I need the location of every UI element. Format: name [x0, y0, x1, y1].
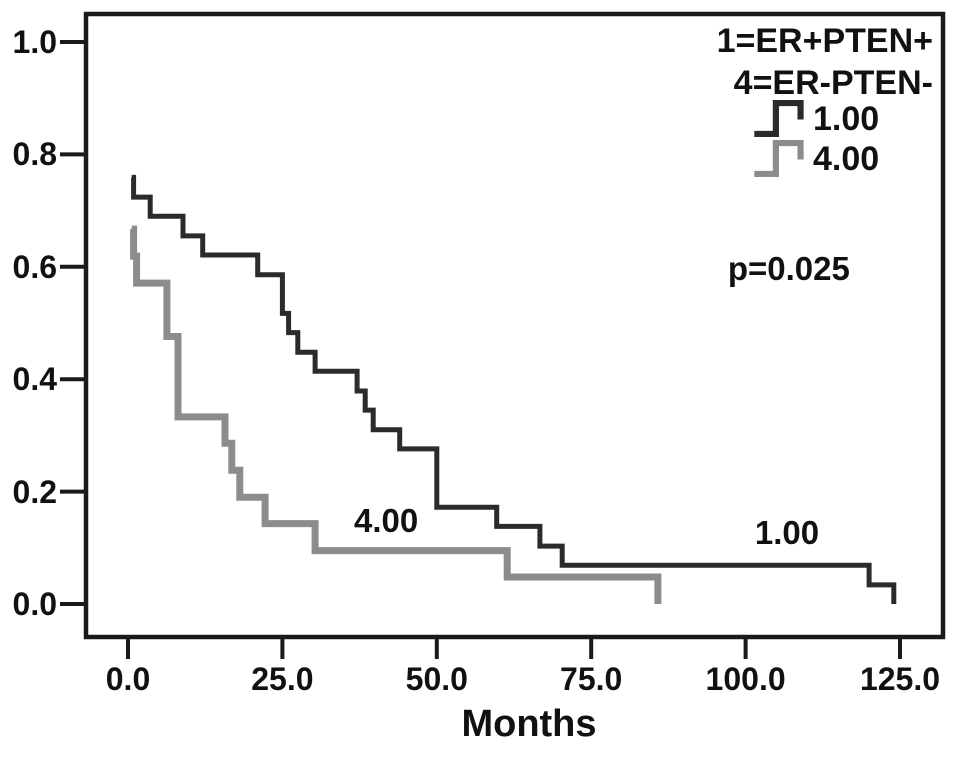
x-tick-label: 25.0	[251, 661, 314, 697]
x-tick-label: 100.0	[705, 661, 786, 697]
axis-tick-marks	[60, 40, 902, 659]
legend-title-line-1: 1=ER+PTEN+	[716, 22, 933, 60]
survival-curve-4.00	[130, 225, 662, 604]
step-line-icon	[754, 140, 804, 177]
legend-entry-1-label: 1.00	[813, 100, 880, 138]
legend-entry-1: 1.00	[751, 100, 879, 137]
x-axis-title: Months	[461, 703, 597, 745]
annotation-1-00: 1.00	[754, 514, 820, 552]
y-tick-label: 1.0	[12, 24, 57, 60]
step-line-icon	[754, 100, 804, 137]
x-tick-label: 75.0	[560, 661, 623, 697]
survival-curves	[130, 174, 897, 604]
y-tick-label: 0.6	[12, 248, 57, 285]
y-tick-label: 0.4	[12, 361, 57, 398]
annotation-4-00: 4.00	[354, 501, 419, 539]
legend-title-line-2: 4=ER-PTEN-	[733, 64, 933, 102]
annotation-p-0-025: p=0.025	[727, 250, 850, 288]
x-tick-label: 50.0	[405, 661, 468, 697]
survival-curve-1.00	[131, 174, 897, 604]
y-tick-label: 0.2	[12, 473, 57, 510]
y-tick-label: 0.0	[12, 586, 57, 622]
plot-frame	[83, 11, 946, 640]
x-tick-label: 125.0	[859, 661, 941, 697]
legend-entry-2-label: 4.00	[813, 140, 880, 178]
y-tick-label: 0.8	[12, 136, 57, 173]
legend-entry-2: 4.00	[751, 140, 879, 177]
x-tick-label: 0.0	[105, 661, 151, 697]
